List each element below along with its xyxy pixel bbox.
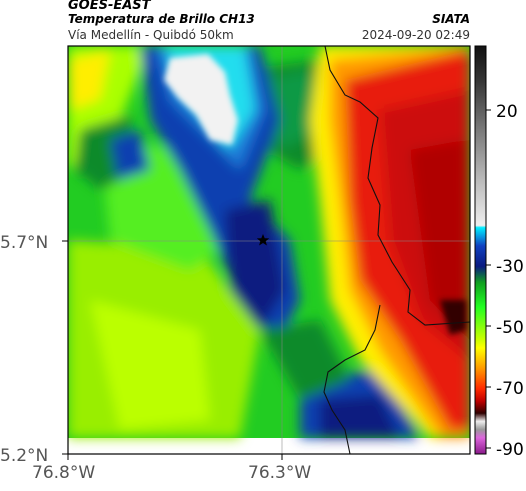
colorbar-tick-label: 20 (496, 102, 518, 122)
region-subtitle: Vía Medellín - Quibdó 50km (68, 28, 234, 42)
brightness-temperature-image (68, 46, 470, 454)
border-line-east (324, 46, 470, 326)
y-tick-label: 5.7°N (0, 233, 48, 253)
organization-label: SIATA (432, 12, 470, 26)
x-tick-label: 76.8°W (32, 463, 95, 483)
border-line-south (323, 304, 381, 454)
colorbar-scale (474, 45, 487, 455)
colorbar-tick-label: -90 (496, 440, 524, 460)
map-frame (67, 45, 471, 455)
colorbar-tick-label: -70 (496, 379, 524, 399)
product-title: GOES-EAST (68, 0, 151, 13)
variable-title: Temperatura de Brillo CH13 (68, 12, 255, 26)
y-tick-label: 5.2°N (0, 446, 48, 466)
colorbar: 20 -30 -50 -70 -90 (474, 45, 524, 460)
x-tick-label: 76.3°W (248, 463, 311, 483)
colorbar-tick-label: -50 (496, 318, 524, 338)
colorbar-tick-label: -30 (496, 257, 524, 277)
star-marker (256, 234, 270, 246)
timestamp-label: 2024-09-20 02:49 (361, 28, 470, 42)
